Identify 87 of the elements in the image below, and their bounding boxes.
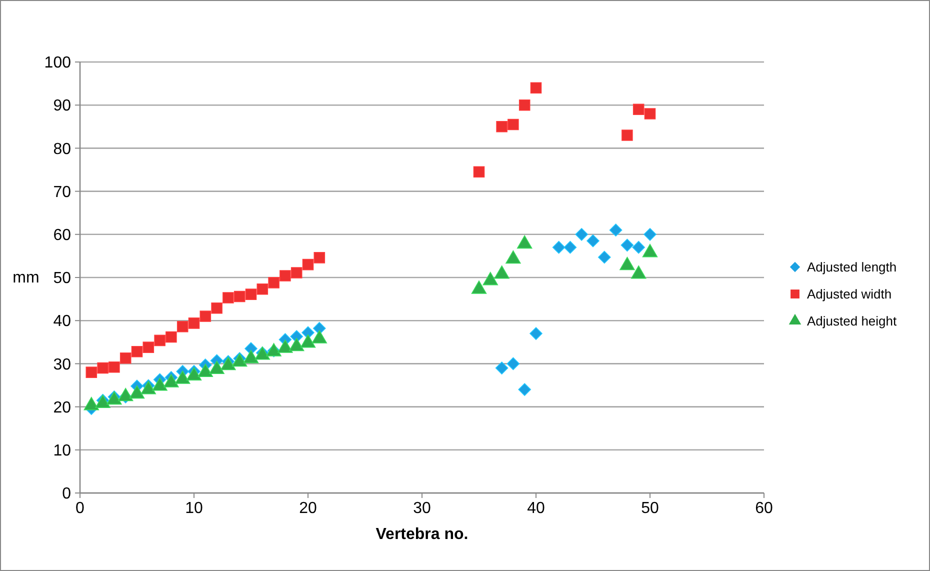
x-axis-title: Vertebra no. xyxy=(376,526,468,543)
y-tick-label: 90 xyxy=(53,98,72,115)
point xyxy=(564,240,577,254)
y-tick-label: 20 xyxy=(53,399,72,416)
point xyxy=(312,330,328,344)
point xyxy=(300,334,316,348)
y-tick-label: 30 xyxy=(53,356,72,374)
point xyxy=(222,292,234,304)
point xyxy=(302,258,314,270)
point xyxy=(630,265,646,279)
point xyxy=(473,166,485,178)
y-tick-label: 40 xyxy=(53,313,72,330)
point xyxy=(243,350,259,364)
point xyxy=(234,290,246,302)
point xyxy=(290,267,302,278)
point xyxy=(609,224,622,236)
point xyxy=(166,331,177,343)
point xyxy=(620,256,635,270)
x-tick-label: 0 xyxy=(76,500,85,517)
point xyxy=(482,272,498,286)
legend-label: Adjusted height xyxy=(807,314,898,329)
x-tick-label: 20 xyxy=(299,500,317,517)
point xyxy=(644,228,656,241)
point xyxy=(518,383,531,396)
point xyxy=(245,288,257,300)
point xyxy=(200,310,212,322)
point xyxy=(642,244,658,258)
point xyxy=(288,338,304,352)
point xyxy=(530,327,542,340)
point xyxy=(314,252,326,264)
legend-label: Adjusted length xyxy=(807,260,897,275)
y-tick-label: 70 xyxy=(53,184,72,201)
y-tick-label: 60 xyxy=(53,227,72,244)
point xyxy=(518,99,530,111)
x-tick-label: 60 xyxy=(755,500,773,517)
point xyxy=(152,378,168,391)
point xyxy=(164,374,179,388)
point xyxy=(142,342,154,353)
y-tick-label: 0 xyxy=(62,486,72,503)
point xyxy=(174,370,190,384)
y-tick-label: 50 xyxy=(53,270,72,288)
point xyxy=(508,118,519,130)
point xyxy=(496,121,508,132)
y-tick-label: 10 xyxy=(53,442,72,460)
point xyxy=(494,265,510,279)
point xyxy=(97,362,108,374)
x-tick-label: 30 xyxy=(413,500,431,517)
point xyxy=(118,388,134,402)
y-axis-title: mm xyxy=(12,270,40,286)
point xyxy=(256,283,268,295)
point xyxy=(84,396,100,410)
point xyxy=(516,235,532,249)
point xyxy=(211,302,222,314)
point xyxy=(506,357,520,370)
point xyxy=(154,334,166,346)
point xyxy=(129,385,145,399)
point xyxy=(620,238,634,252)
legend-label: Adjusted width xyxy=(807,286,892,302)
point xyxy=(209,360,224,374)
point xyxy=(530,82,542,94)
point xyxy=(598,250,611,264)
x-tick-label: 40 xyxy=(527,500,545,517)
point xyxy=(198,364,214,378)
x-tick-label: 50 xyxy=(641,500,659,517)
point xyxy=(278,340,293,353)
point xyxy=(280,270,291,282)
point xyxy=(268,277,280,288)
point xyxy=(586,234,600,248)
point xyxy=(632,240,645,254)
x-tick-label: 10 xyxy=(185,500,203,517)
point xyxy=(632,104,644,116)
point xyxy=(471,280,487,294)
point xyxy=(552,240,566,254)
point xyxy=(506,250,521,264)
point xyxy=(131,346,143,358)
y-tick-label: 80 xyxy=(53,140,72,158)
point xyxy=(575,228,588,241)
point xyxy=(108,362,120,373)
point xyxy=(622,130,633,141)
point xyxy=(495,362,508,374)
point xyxy=(188,318,200,329)
point xyxy=(86,366,98,378)
point xyxy=(644,108,656,120)
point xyxy=(120,352,132,364)
point xyxy=(176,320,188,332)
point xyxy=(186,367,202,380)
y-tick-label: 100 xyxy=(44,54,72,72)
